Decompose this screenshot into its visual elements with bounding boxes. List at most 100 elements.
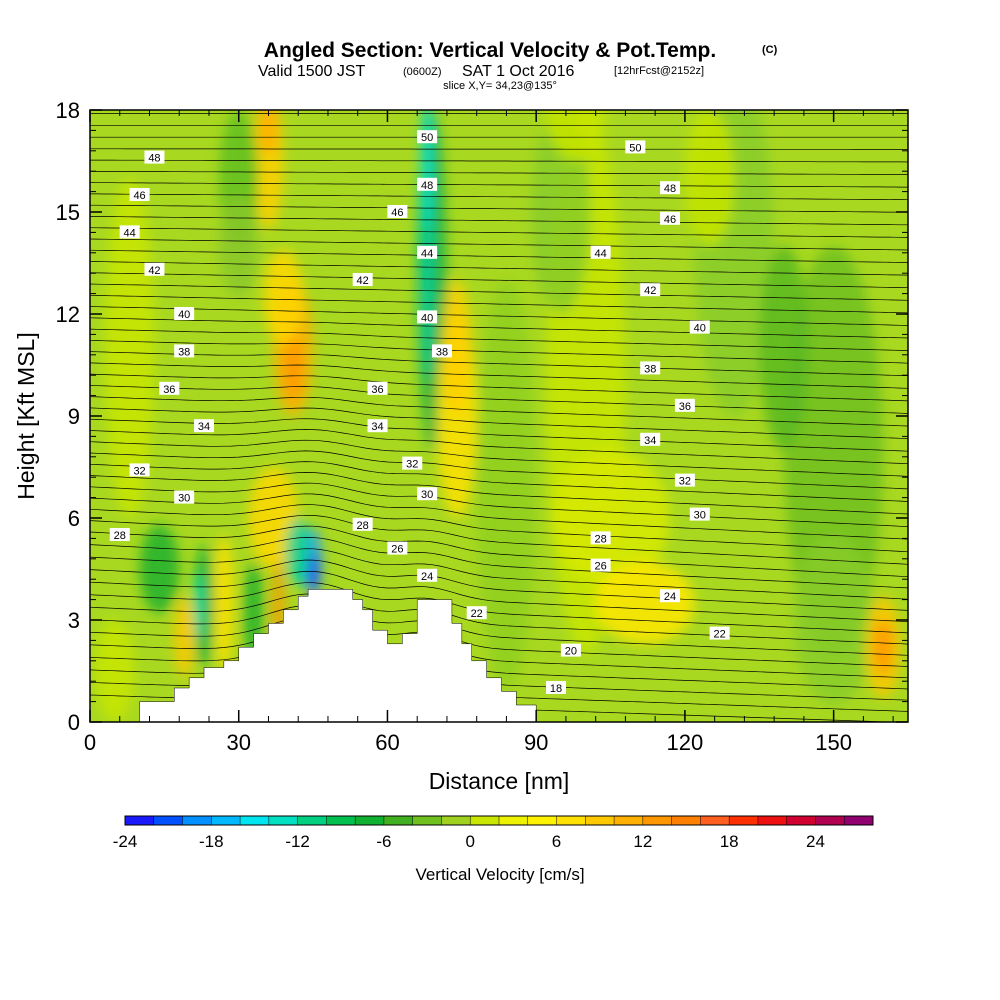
velocity-blob bbox=[218, 195, 259, 297]
contour-label-box bbox=[367, 381, 388, 395]
contour-label: 44 bbox=[417, 245, 438, 260]
contour-label: 42 bbox=[640, 283, 661, 297]
velocity-blob bbox=[595, 562, 695, 644]
subtitle-forecast: [12hrFcst@2152z] bbox=[614, 65, 704, 77]
isentrope-line bbox=[90, 249, 908, 263]
contour-label: 30 bbox=[689, 507, 710, 522]
contour-label-text: 18 bbox=[550, 683, 562, 695]
colorbar-swatch bbox=[614, 816, 644, 825]
isentrope-line bbox=[90, 504, 908, 553]
contour-label-text: 46 bbox=[133, 190, 145, 202]
velocity-blob bbox=[551, 450, 671, 586]
contour-label-text: 36 bbox=[163, 384, 175, 396]
isentrope-line bbox=[90, 429, 908, 465]
contour-label: 24 bbox=[417, 568, 438, 583]
velocity-blob bbox=[213, 535, 234, 671]
isentrope-line bbox=[90, 373, 908, 402]
velocity-blob bbox=[258, 110, 279, 155]
colorbar-tick-label: -18 bbox=[199, 832, 224, 851]
contour-label: 30 bbox=[174, 490, 195, 505]
colorbar-swatch bbox=[729, 816, 759, 825]
subtitle-valid: Valid 1500 JST bbox=[258, 63, 366, 80]
x-tick-label: 120 bbox=[667, 730, 704, 755]
contour-label-text: 30 bbox=[421, 489, 433, 501]
contour-label-box bbox=[560, 643, 581, 657]
velocity-blob bbox=[546, 110, 606, 161]
colorbar-swatch bbox=[182, 816, 212, 825]
contour-label-text: 48 bbox=[148, 153, 160, 165]
contour-label-box bbox=[119, 225, 140, 239]
isentrope-line bbox=[90, 407, 908, 439]
colorbar-swatch bbox=[642, 816, 672, 825]
contour-label-box bbox=[640, 432, 661, 446]
contour-label: 42 bbox=[352, 273, 373, 287]
contour-label: 36 bbox=[367, 381, 388, 396]
contour-label: 32 bbox=[674, 473, 695, 488]
title-copyright-mark: (C) bbox=[762, 44, 778, 56]
contour-label-text: 32 bbox=[133, 465, 145, 477]
colorbar-swatch bbox=[383, 816, 413, 825]
contour-label-box bbox=[144, 262, 165, 276]
isentrope-line bbox=[90, 396, 908, 427]
velocity-blob bbox=[285, 518, 311, 586]
contour-label: 48 bbox=[144, 150, 165, 165]
contour-label-box bbox=[660, 589, 681, 603]
x-axis: 0 30 60 90 120 150 bbox=[84, 110, 894, 755]
contour-label: 34 bbox=[367, 419, 388, 433]
chart-title: Angled Section: Vertical Velocity & Pot.… bbox=[264, 39, 716, 62]
colorbar-swatch bbox=[757, 816, 787, 825]
isentrope-line bbox=[90, 571, 908, 622]
subtitle-date: SAT 1 Oct 2016 bbox=[462, 63, 574, 80]
colorbar: -24 -18 -12 -6 0 6 12 18 24 bbox=[113, 815, 874, 851]
contour-label: 22 bbox=[466, 606, 487, 620]
velocity-blob bbox=[476, 280, 537, 688]
contour-label-text: 50 bbox=[421, 132, 433, 144]
contour-label: 28 bbox=[590, 531, 611, 545]
contour-label-text: 34 bbox=[371, 421, 383, 433]
x-tick-label: 30 bbox=[226, 730, 250, 755]
contour-label-box bbox=[546, 681, 567, 694]
contour-label: 42 bbox=[144, 262, 165, 277]
contour-label-box bbox=[417, 177, 438, 191]
contour-label-box bbox=[674, 473, 695, 487]
contour-label: 36 bbox=[159, 381, 180, 396]
theta-contour-labels: 50 50 48 48 48 46 46 46 44 44 44 42 42 42 40 40 40 38 38 38… bbox=[109, 130, 730, 695]
contour-label: 38 bbox=[640, 361, 661, 375]
contour-label-box bbox=[674, 398, 695, 412]
colorbar-swatch bbox=[441, 816, 471, 825]
colorbar-swatch bbox=[585, 816, 615, 825]
contour-label-box bbox=[431, 344, 452, 358]
velocity-blob bbox=[104, 178, 155, 518]
contour-label-text: 24 bbox=[664, 591, 676, 603]
contour-label-box bbox=[689, 507, 710, 521]
contour-label-box bbox=[640, 361, 661, 375]
isentrope-line bbox=[90, 272, 908, 289]
contour-label-box bbox=[174, 307, 195, 320]
contour-label-text: 32 bbox=[679, 476, 691, 488]
contour-label-box bbox=[689, 320, 710, 334]
velocity-blob bbox=[248, 467, 299, 569]
contour-label: 50 bbox=[417, 130, 438, 144]
subtitle-utc: (0600Z) bbox=[403, 66, 442, 78]
contour-label-text: 22 bbox=[471, 608, 483, 620]
velocity-blob bbox=[684, 110, 735, 246]
isentrope-line bbox=[90, 227, 908, 238]
contour-label-text: 44 bbox=[421, 248, 433, 260]
isentrope-line bbox=[90, 148, 908, 150]
contour-label-text: 26 bbox=[391, 544, 403, 556]
x-axis-title: Distance [nm] bbox=[429, 768, 570, 794]
isentrope-line bbox=[90, 582, 908, 634]
isentrope-line bbox=[90, 238, 908, 251]
contour-label-text: 40 bbox=[421, 312, 433, 324]
x-tick-label: 90 bbox=[524, 730, 548, 755]
contour-label-box bbox=[466, 606, 487, 620]
isentrope-line bbox=[90, 351, 908, 377]
y-tick-label: 0 bbox=[68, 710, 80, 735]
contour-label: 34 bbox=[194, 419, 215, 433]
colorbar-swatch bbox=[671, 816, 701, 825]
contour-label-text: 46 bbox=[664, 214, 676, 226]
contour-label-box bbox=[387, 205, 408, 218]
contour-label-box bbox=[660, 181, 681, 195]
contour-label-text: 40 bbox=[694, 323, 706, 335]
